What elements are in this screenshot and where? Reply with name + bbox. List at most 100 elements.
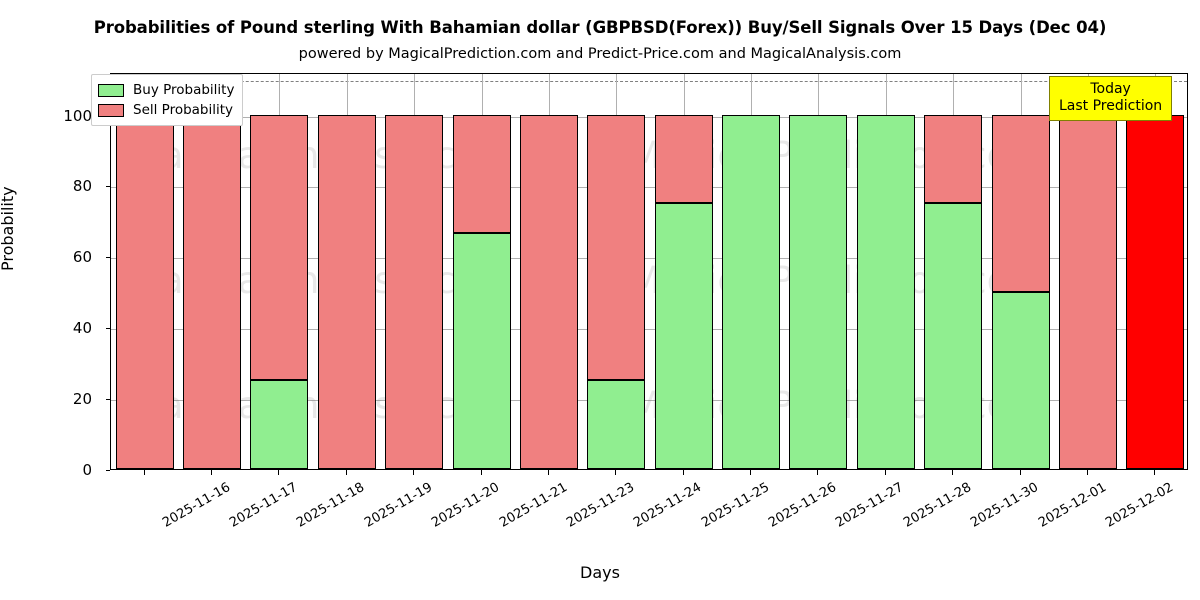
y-tick-label: 100 xyxy=(63,106,92,125)
bar-stack[interactable] xyxy=(115,114,174,469)
x-tick-mark xyxy=(615,470,617,475)
x-tick-mark xyxy=(750,470,752,475)
bar-stack[interactable] xyxy=(856,114,915,469)
gridline-horizontal xyxy=(111,258,1187,260)
bar-segment-buy[interactable] xyxy=(722,114,781,469)
x-tick-mark xyxy=(1154,470,1156,475)
chart-subtitle: powered by MagicalPrediction.com and Pre… xyxy=(298,46,902,62)
x-tick-mark xyxy=(211,470,213,475)
y-tick-mark xyxy=(106,186,110,188)
gridline-horizontal xyxy=(111,187,1187,189)
x-tick-mark xyxy=(278,470,280,475)
x-tick-mark xyxy=(817,470,819,475)
bar-segment-buy[interactable] xyxy=(250,380,309,469)
bar-segment-sell[interactable] xyxy=(587,114,646,381)
today-annotation-line1: Today xyxy=(1090,81,1131,97)
x-tick-mark xyxy=(345,470,347,475)
x-tick-mark xyxy=(682,470,684,475)
bar-segment-buy[interactable] xyxy=(452,232,511,469)
x-tick-label: 2025-11-17 xyxy=(227,480,301,531)
bar-stack[interactable] xyxy=(452,114,511,469)
plot-area: MagicalAnalysis.comMagicalPrediction.com… xyxy=(110,73,1188,470)
x-tick-mark xyxy=(143,470,145,475)
bar-stack[interactable] xyxy=(317,114,376,469)
x-tick-mark xyxy=(1086,470,1088,475)
y-tick-mark xyxy=(106,257,110,259)
legend-item-buy: Buy Probability xyxy=(98,80,234,100)
bar-segment-sell[interactable] xyxy=(183,114,242,469)
legend-label-buy: Buy Probability xyxy=(133,82,235,98)
x-tick-mark xyxy=(952,470,954,475)
bar-stack[interactable] xyxy=(654,114,713,469)
bar-stack[interactable] xyxy=(385,114,444,469)
bar-segment-sell[interactable] xyxy=(1058,114,1117,469)
x-tick-label: 2025-11-18 xyxy=(294,480,368,531)
today-annotation: Today Last Prediction xyxy=(1049,76,1173,121)
bar-segment-buy[interactable] xyxy=(587,380,646,469)
gridline-dashed-top xyxy=(111,81,1187,83)
y-tick-mark xyxy=(106,399,110,401)
bar-segment-sell-today[interactable] xyxy=(1126,114,1185,469)
bar-stack[interactable] xyxy=(250,114,309,469)
y-tick-label: 60 xyxy=(72,248,92,267)
x-tick-label: 2025-11-20 xyxy=(429,480,503,531)
gridline-horizontal xyxy=(111,116,1187,118)
x-tick-mark xyxy=(884,470,886,475)
bar-stack[interactable] xyxy=(587,114,646,469)
x-tick-label: 2025-11-19 xyxy=(361,480,435,531)
x-tick-label: 2025-12-01 xyxy=(1035,480,1109,531)
bar-segment-buy[interactable] xyxy=(991,291,1050,469)
bar-stack[interactable] xyxy=(924,114,983,469)
bar-stack[interactable] xyxy=(991,114,1050,469)
x-tick-label: 2025-11-25 xyxy=(698,480,772,531)
x-tick-label: 2025-11-16 xyxy=(159,480,233,531)
bar-segment-buy[interactable] xyxy=(654,203,713,469)
y-tick-label: 20 xyxy=(72,390,92,409)
bar-segment-sell[interactable] xyxy=(115,114,174,469)
y-tick-label: 0 xyxy=(82,461,92,479)
bar-segment-sell[interactable] xyxy=(924,114,983,204)
x-tick-mark xyxy=(480,470,482,475)
x-tick-label: 2025-11-26 xyxy=(766,480,840,531)
y-tick-label: 80 xyxy=(72,177,92,196)
x-tick-mark xyxy=(1019,470,1021,475)
gridline-horizontal xyxy=(111,329,1187,331)
legend-swatch-buy xyxy=(98,83,124,97)
bar-stack[interactable] xyxy=(183,114,242,469)
x-tick-label: 2025-11-23 xyxy=(564,480,637,531)
x-tick-mark xyxy=(547,470,549,475)
bar-segment-sell[interactable] xyxy=(654,114,713,204)
bar-segment-buy[interactable] xyxy=(789,114,848,469)
bar-segment-sell[interactable] xyxy=(250,114,309,381)
chart-title: Probabilities of Pound sterling With Bah… xyxy=(93,18,1107,37)
y-tick-label: 40 xyxy=(72,319,92,338)
legend-label-sell: Sell Probability xyxy=(133,102,234,118)
bar-stack[interactable] xyxy=(1058,114,1117,469)
bar-segment-sell[interactable] xyxy=(385,114,444,469)
x-tick-label: 2025-11-28 xyxy=(900,480,974,531)
gridline-horizontal xyxy=(111,400,1187,402)
x-tick-label: 2025-11-27 xyxy=(833,480,907,531)
x-tick-label: 2025-12-02 xyxy=(1103,480,1176,531)
bar-stack[interactable] xyxy=(519,114,578,469)
chart-legend: Buy Probability Sell Probability xyxy=(91,74,244,126)
bar-segment-sell[interactable] xyxy=(452,114,511,233)
today-annotation-line2: Last Prediction xyxy=(1059,98,1163,114)
bar-stack[interactable] xyxy=(1126,114,1185,469)
bar-segment-sell[interactable] xyxy=(519,114,578,469)
y-tick-mark xyxy=(106,328,110,330)
x-tick-label: 2025-11-21 xyxy=(496,480,570,531)
x-axis-label: Days xyxy=(580,563,620,582)
bar-segment-sell[interactable] xyxy=(991,114,1050,292)
bar-segment-buy[interactable] xyxy=(924,203,983,469)
bar-stack[interactable] xyxy=(722,114,781,469)
bar-segment-sell[interactable] xyxy=(317,114,376,469)
legend-swatch-sell xyxy=(98,103,124,117)
legend-item-sell: Sell Probability xyxy=(98,100,234,120)
x-tick-mark xyxy=(413,470,415,475)
x-tick-label: 2025-11-30 xyxy=(968,480,1042,531)
bar-stack[interactable] xyxy=(789,114,848,469)
bar-segment-buy[interactable] xyxy=(856,114,915,469)
y-tick-mark xyxy=(106,470,110,471)
